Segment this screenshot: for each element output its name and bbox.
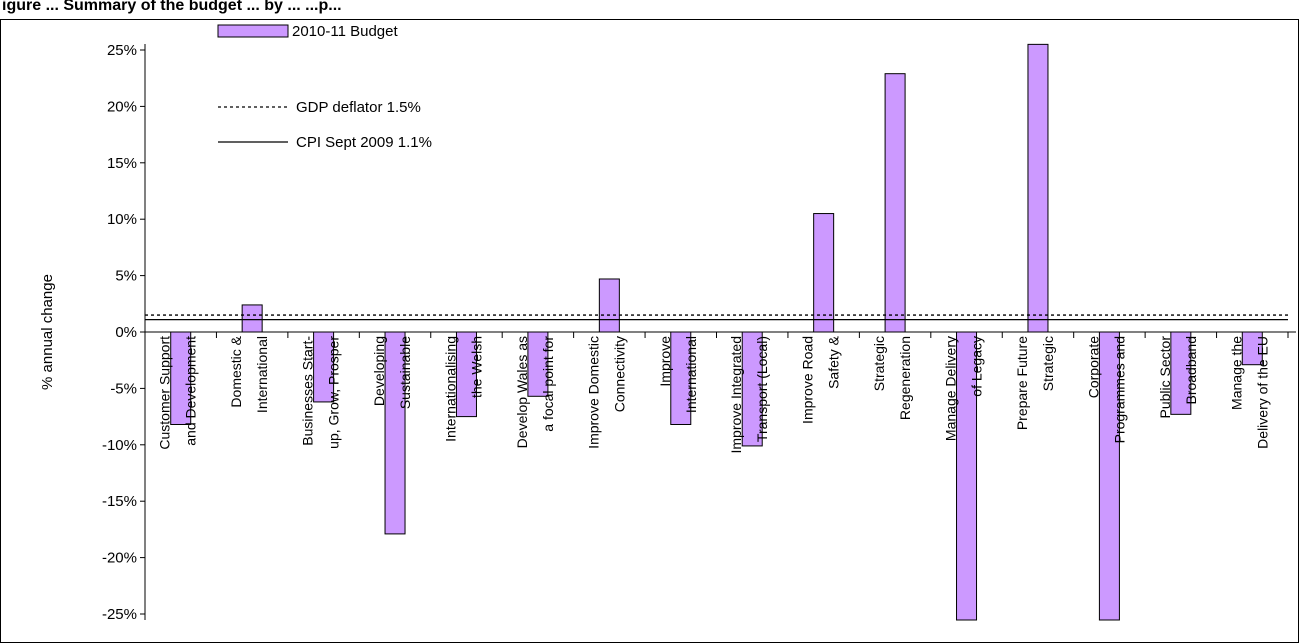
legend-label: 2010-11 Budget xyxy=(292,23,398,40)
category-label: Developing xyxy=(371,336,387,406)
legend-label: CPI Sept 2009 1.1% xyxy=(296,134,432,151)
category-label: the Welsh xyxy=(468,336,484,398)
category-label: Customer Support xyxy=(157,336,173,450)
chart-frame xyxy=(0,19,1299,643)
y-tick-label: -5% xyxy=(110,380,137,397)
figure-title: igure ... Summary of the budget ... by .… xyxy=(2,0,342,14)
reference-lines xyxy=(145,314,1288,321)
category-labels: Customer Support and Development Domestic … xyxy=(157,335,1271,453)
category-label: Regeneration xyxy=(897,336,913,420)
bar xyxy=(598,278,620,333)
y-tick-label: -20% xyxy=(102,550,137,567)
category-label: Safety & xyxy=(826,335,842,389)
category-label: Internationalising xyxy=(442,336,458,442)
y-tick-label: -25% xyxy=(102,606,137,623)
title-strip: igure ... Summary of the budget ... by .… xyxy=(0,0,1300,18)
y-tick-label: 20% xyxy=(107,98,137,115)
category-label: Sustainable xyxy=(397,336,413,409)
category-label: Manage Delivery xyxy=(943,336,959,441)
category-label: Delivery of the EU xyxy=(1254,336,1270,449)
category-label: Prepare Future xyxy=(1014,336,1030,430)
category-label: Connectivity xyxy=(611,336,627,412)
bar xyxy=(1027,43,1049,333)
bar-series xyxy=(170,43,1263,621)
category-label: Public Sector xyxy=(1157,336,1173,419)
y-tick-label: 15% xyxy=(107,155,137,172)
category-label: Corporate xyxy=(1085,336,1101,398)
category-label: and Development xyxy=(183,336,199,446)
category-label: Improve xyxy=(657,336,673,387)
bar xyxy=(884,73,906,333)
category-label: Develop Wales as xyxy=(514,336,530,448)
category-label: Improve Domestic xyxy=(585,336,601,449)
y-tick-label: -15% xyxy=(102,493,137,510)
y-tick-label: 0% xyxy=(115,324,137,341)
category-label: Strategic xyxy=(871,336,887,391)
y-axis-label: % annual change xyxy=(39,274,56,390)
y-tick-label: 10% xyxy=(107,211,137,228)
category-label: Transport (Local) xyxy=(754,336,770,442)
category-label: a focal point for xyxy=(540,336,556,432)
y-axis: 25% 20% 15% 10% 5% 0% -5% -10% -15% -20% -25% xyxy=(102,42,146,623)
bar xyxy=(241,304,263,333)
category-label: Improve Integrated xyxy=(728,336,744,454)
legend: 2010-11 Budget GDP deflator 1.5% CPI Sept … xyxy=(217,23,432,151)
category-label: of Legacy xyxy=(969,336,985,397)
category-label: International xyxy=(683,336,699,413)
category-label: Domestic & xyxy=(228,335,244,407)
category-label: Improve Road xyxy=(800,336,816,424)
category-label: Programmes and xyxy=(1111,336,1127,443)
y-tick-label: 5% xyxy=(115,268,137,285)
category-label: Manage the xyxy=(1228,336,1244,410)
x-axis xyxy=(144,331,1296,338)
y-tick-label: 25% xyxy=(107,42,137,59)
y-tick-label: -10% xyxy=(102,437,137,454)
legend-bar-swatch xyxy=(217,24,289,38)
category-label: Strategic xyxy=(1040,336,1056,391)
category-label: up, Grow, Prosper xyxy=(326,336,342,449)
legend-label: GDP deflator 1.5% xyxy=(296,99,421,116)
category-label: Businesses Start- xyxy=(300,336,316,446)
bar xyxy=(813,213,835,333)
category-label: International xyxy=(254,336,270,413)
category-label: Broadband xyxy=(1183,336,1199,405)
